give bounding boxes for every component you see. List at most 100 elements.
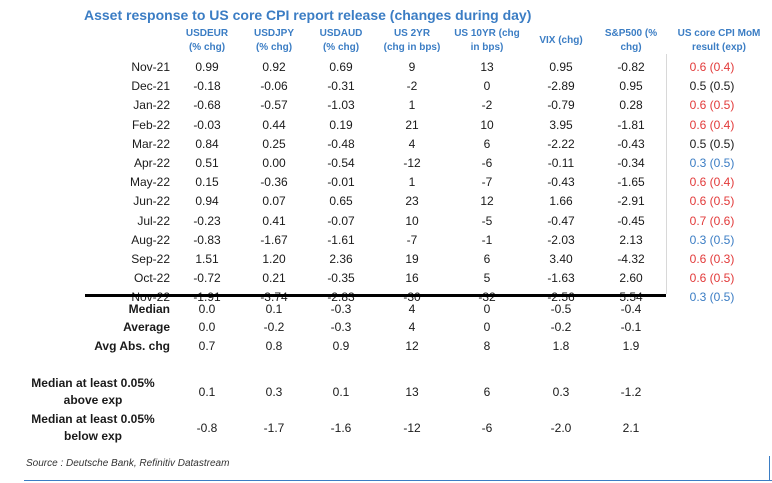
table-cell: 1.66 [549, 194, 573, 209]
summary-cell: -0.2 [263, 320, 285, 334]
table-cell: -5 [481, 213, 493, 228]
conditional-cell: 13 [405, 385, 419, 399]
month-label: Aug-22 [131, 232, 170, 247]
summary-label: Median [128, 302, 170, 316]
table-cell: 0.92 [262, 60, 286, 74]
table-cell: 0.41 [262, 213, 286, 228]
table-cell: 0.00 [262, 156, 286, 170]
table-cell: 21 [405, 117, 419, 132]
conditional-cell: -12 [403, 421, 421, 435]
month-label: Nov-21 [131, 60, 170, 74]
summary-row: Avg Abs. chg 0.7 0.8 0.9 12 8 1.8 1.9 [0, 337, 772, 355]
column-header-line2: (% chg) [188, 42, 226, 53]
summary-divider [85, 294, 666, 297]
table-row: Nov-22 -1.91 -3.74 -2.83 -30 -32 -2.56 5.54 0.3 … [0, 288, 772, 306]
table-row: Oct-22 -0.72 0.21 -0.35 16 5 -1.63 2.60 0.6 (0.5… [0, 269, 772, 287]
table-cell: -0.06 [260, 79, 288, 94]
summary-cell: 0 [483, 320, 491, 334]
table-cell: 0.95 [549, 60, 573, 74]
column-header: US 10YR (chg in bps) [437, 27, 537, 55]
column-header-line2: in bps) [470, 42, 504, 53]
column-header: USDJPY (% chg) [224, 27, 324, 55]
table-cell: -2.03 [547, 232, 575, 247]
table-cell: 0.94 [195, 194, 219, 209]
table-cell: -1.65 [617, 175, 645, 190]
month-label: Jan-22 [133, 98, 170, 113]
conditional-cell: 0.1 [332, 385, 350, 399]
table-cell: -2.56 [547, 290, 575, 305]
column-header-line1: S&P500 (% [604, 28, 658, 39]
table-cell: -1.61 [327, 232, 355, 247]
month-label: Mar-22 [131, 136, 170, 151]
column-header-line2: result (exp) [692, 42, 746, 53]
table-cell: 10 [405, 213, 419, 228]
table-cell: -0.18 [193, 79, 221, 94]
table-cell: -2.89 [547, 79, 575, 94]
table-cell: -1.67 [260, 232, 288, 247]
summary-cell: 0.1 [265, 302, 283, 316]
table-cell: 2.60 [619, 271, 643, 286]
table-cell: -0.43 [617, 136, 645, 151]
table-row: Jun-22 0.94 0.07 0.65 23 12 1.66 -2.91 0.6 (0.5) [0, 192, 772, 210]
table-cell: -0.47 [547, 213, 575, 228]
table-cell: -1.63 [547, 271, 575, 286]
cpi-result-cell: 0.6 (0.4) [689, 175, 735, 190]
table-cell: -2.22 [547, 136, 575, 151]
table-cell: -0.82 [617, 60, 645, 74]
column-header-line1: US core CPI MoM [677, 28, 761, 39]
table-cell: 6 [483, 252, 491, 266]
summary-cell: 0.0 [198, 302, 216, 316]
conditional-cell: -6 [481, 421, 493, 435]
summary-label: Avg Abs. chg [94, 339, 170, 353]
cpi-result-cell: 0.5 (0.5) [689, 136, 735, 151]
table-cell: 0.69 [329, 60, 353, 74]
table-cell: 4 [408, 136, 416, 151]
column-header-line1: USDAUD [319, 28, 363, 39]
column-header: S&P500 (% chg) [581, 27, 681, 55]
table-cell: -0.79 [547, 98, 575, 113]
summary-cell: 12 [405, 339, 419, 353]
table-cell: 0.19 [329, 117, 353, 132]
month-label: Oct-22 [133, 271, 170, 286]
cpi-result-cell: 0.6 (0.5) [689, 98, 735, 113]
table-cell: 16 [405, 271, 419, 286]
summary-cell: -0.1 [620, 320, 642, 334]
conditional-label-line1: Median at least 0.05% [31, 376, 155, 390]
cpi-result-cell: 0.6 (0.5) [689, 194, 735, 209]
table-cell: -0.72 [193, 271, 221, 286]
table-cell: -0.07 [327, 213, 355, 228]
conditional-cell: 0.1 [198, 385, 216, 399]
month-label: Feb-22 [131, 117, 170, 132]
column-header: US core CPI MoM result (exp) [669, 27, 769, 55]
table-cell: -0.35 [327, 271, 355, 286]
summary-cell: 8 [483, 339, 491, 353]
table-cell: 1 [408, 98, 416, 113]
bottom-rule [24, 480, 772, 481]
table-cell: 13 [480, 60, 494, 74]
table-cell: -0.83 [193, 232, 221, 247]
table-cell: 2.36 [329, 252, 353, 266]
summary-cell: 0 [483, 302, 491, 316]
summary-cell: -0.5 [550, 302, 572, 316]
table-cell: 0.95 [619, 79, 643, 94]
summary-cell: 1.9 [622, 339, 640, 353]
summary-cell: -0.4 [620, 302, 642, 316]
month-label: Sep-22 [131, 252, 170, 266]
table-cell: -0.23 [193, 213, 221, 228]
table-cell: 1 [408, 175, 416, 190]
summary-cell: -0.2 [550, 320, 572, 334]
column-header: US 2YR (chg in bps) [362, 27, 462, 55]
cpi-result-cell: 0.6 (0.4) [689, 117, 735, 132]
table-cell: 6 [483, 136, 491, 151]
table-cell: -0.43 [547, 175, 575, 190]
summary-cell: 0.8 [265, 339, 283, 353]
conditional-cell: -0.8 [196, 421, 218, 435]
table-cell: 0.21 [262, 271, 286, 286]
table-row: Dec-21 -0.18 -0.06 -0.31 -2 0 -2.89 0.95 0.5 (0.… [0, 77, 772, 95]
table-cell: 3.95 [549, 117, 573, 132]
column-header: USDAUD (% chg) [291, 27, 391, 55]
column-header-line2: (chg in bps) [383, 42, 441, 53]
table-title: Asset response to US core CPI report rel… [84, 7, 532, 23]
table-cell: -1.03 [327, 98, 355, 113]
conditional-cell: -1.7 [263, 421, 285, 435]
